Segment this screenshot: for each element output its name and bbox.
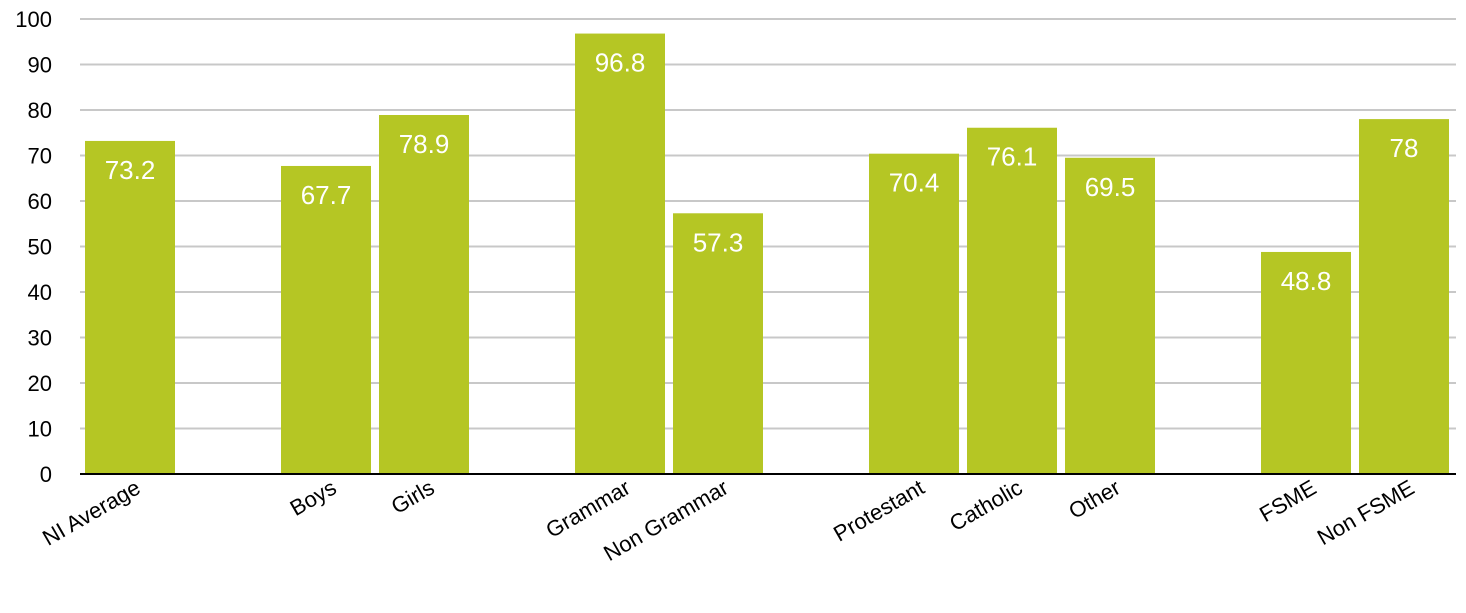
x-tick-label: NI Average [38,475,144,551]
bar-other [1065,157,1155,474]
y-tick-label: 70 [28,144,52,169]
y-tick-label: 100 [15,7,52,32]
y-tick-label: 30 [28,326,52,351]
data-label: 69.5 [1085,172,1136,202]
bar-grammar [575,33,665,475]
bar-fsme [1261,251,1351,474]
y-tick-label: 60 [28,189,52,214]
bar-protestant [869,153,959,474]
y-axis: 0 10 20 30 40 50 60 70 80 90 100 [15,7,52,487]
bar-ni-average [85,140,175,474]
y-tick-label: 90 [28,53,52,78]
x-tick-label: FSME [1255,475,1320,527]
data-label: 78.9 [399,129,450,159]
bar-non-grammar [673,213,763,474]
x-tick-label: Non FSME [1313,475,1419,550]
y-tick-label: 0 [40,462,52,487]
x-tick-label: Other [1064,475,1124,524]
data-label: 67.7 [301,180,352,210]
y-tick-label: 80 [28,98,52,123]
data-label: 48.8 [1281,266,1332,296]
bars: 73.2 67.7 78.9 96.8 57.3 70.4 76.1 69.5 48.8 78 [85,33,1449,475]
data-label: 78 [1390,133,1419,163]
bar-girls [379,115,469,474]
data-label: 96.8 [595,48,646,78]
y-tick-label: 40 [28,280,52,305]
x-tick-label: Girls [387,475,439,519]
y-tick-label: 20 [28,371,52,396]
data-label: 73.2 [105,155,156,185]
bar-boys [281,165,371,474]
bar-catholic [967,127,1057,475]
data-label: 70.4 [889,168,940,198]
x-tick-label: Catholic [945,475,1026,536]
data-label: 76.1 [987,142,1038,172]
x-tick-label: Protestant [829,475,928,547]
y-tick-label: 50 [28,235,52,260]
x-tick-label: Boys [286,475,341,521]
data-label: 57.3 [693,227,744,257]
bar-non-fsme [1359,119,1449,474]
y-tick-label: 10 [28,417,52,442]
